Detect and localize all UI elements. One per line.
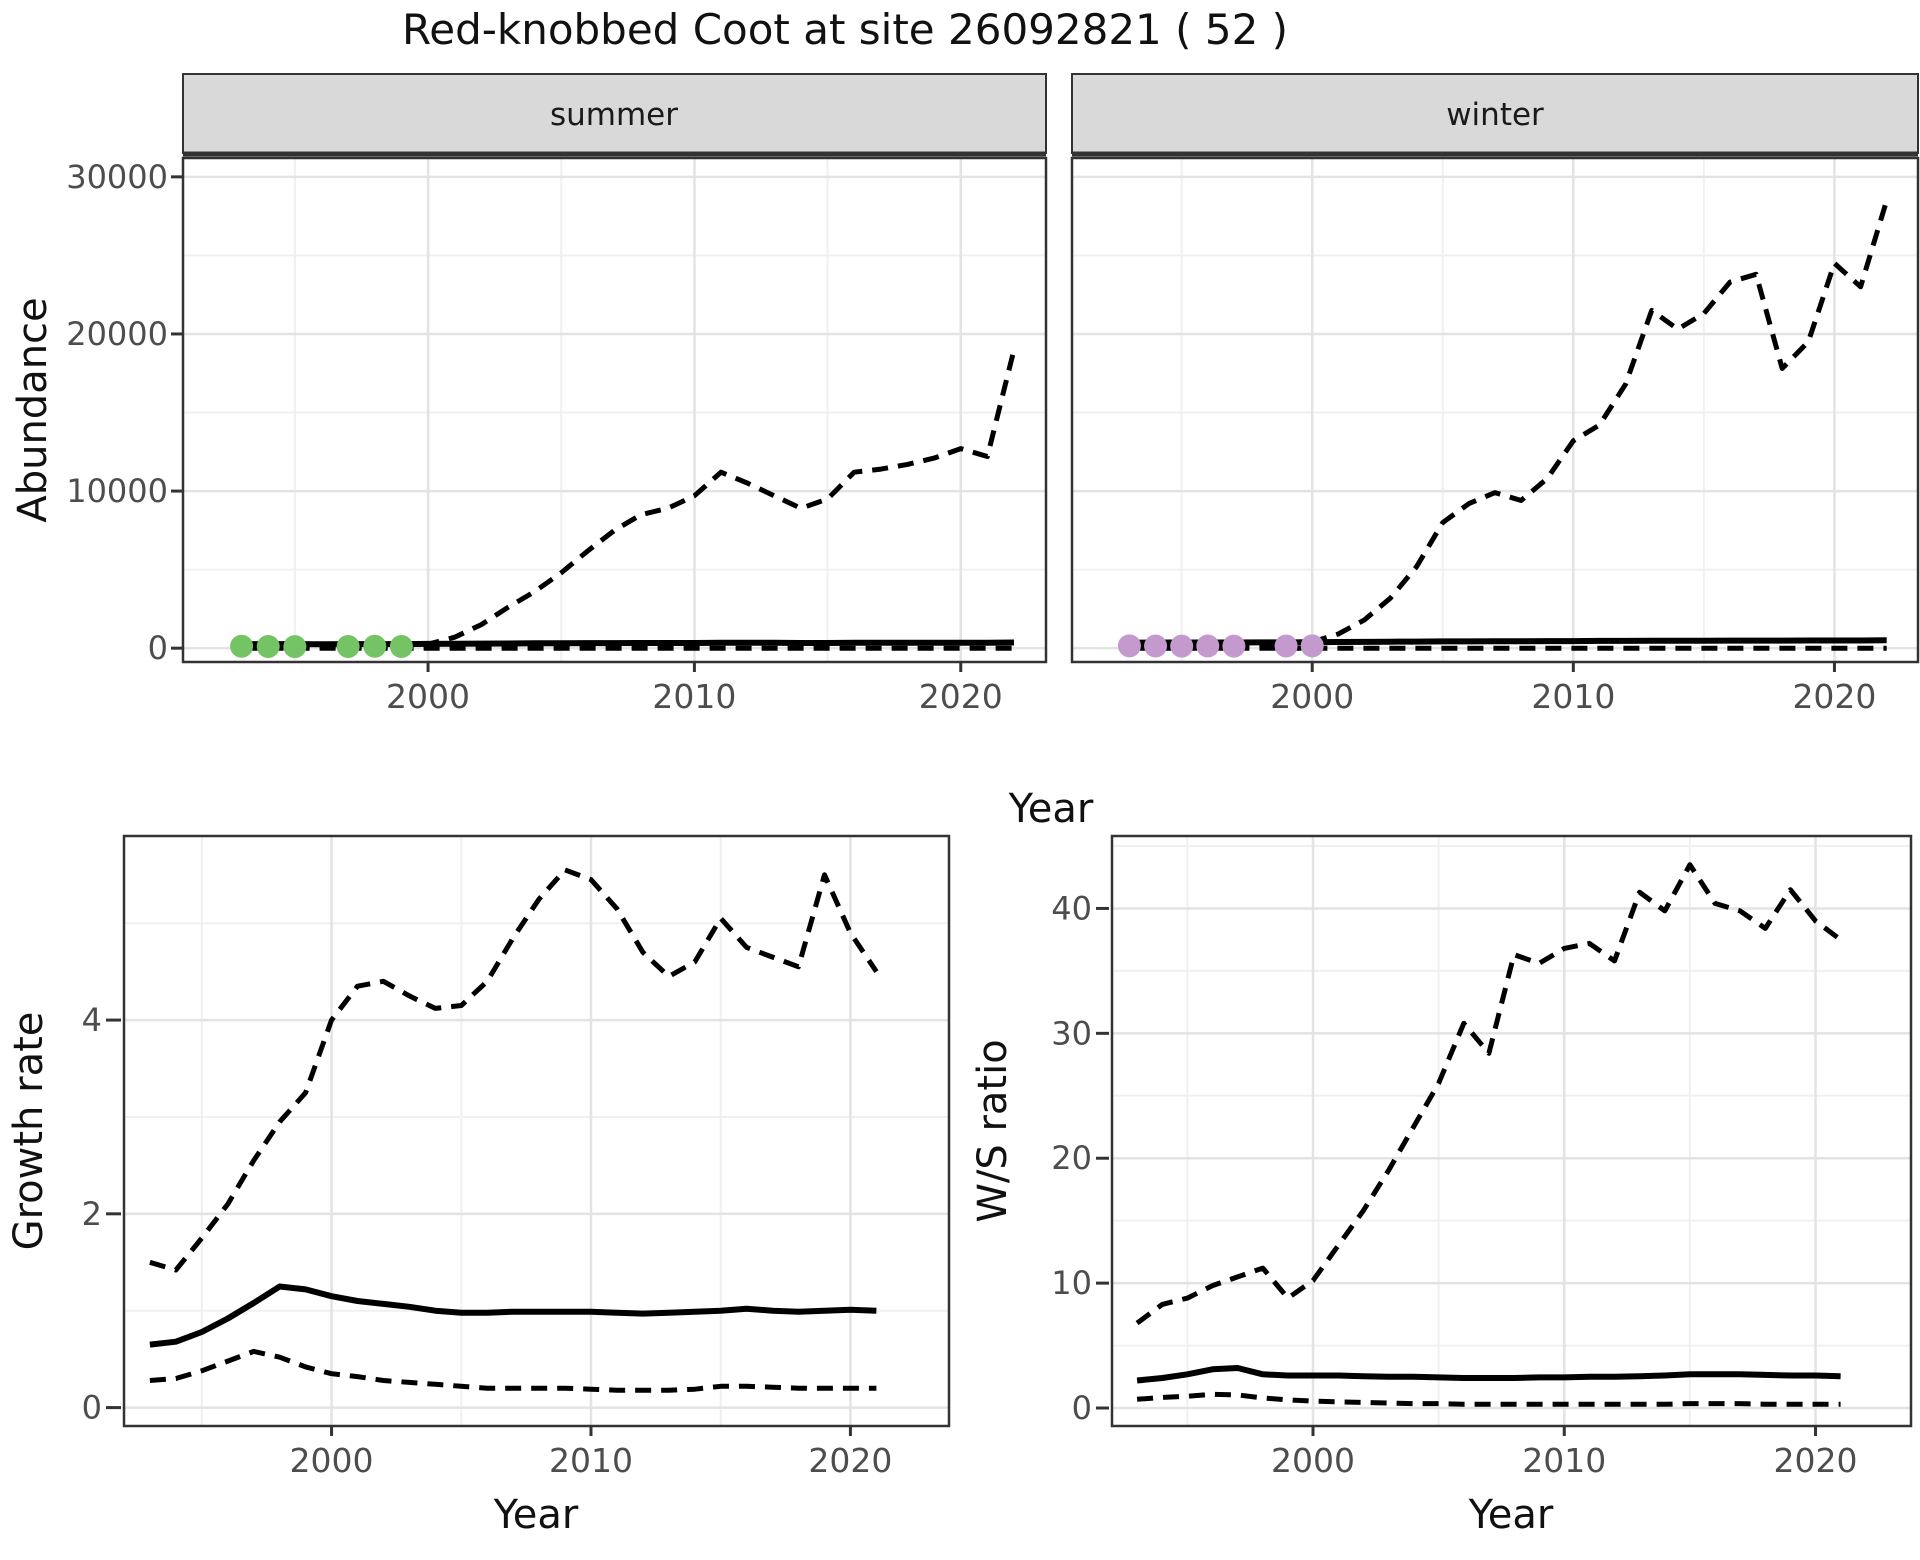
y-tick-label: 40 [1051, 889, 1092, 927]
series-estimate [1129, 637, 1887, 646]
x-tick-label: 2010 [1531, 677, 1615, 716]
panel-border [181, 156, 1048, 664]
series-upper-ci [241, 349, 1017, 649]
series-upper-ci [149, 867, 879, 1273]
observed-point [256, 634, 280, 658]
series-upper-ci [1135, 862, 1843, 1326]
x-axis-title-year-top: Year [1008, 786, 1094, 832]
observed-point [336, 634, 360, 658]
observed-point [1274, 634, 1298, 658]
series-lower-ci [149, 1348, 877, 1393]
y-tick-label: 30 [1051, 1014, 1092, 1052]
observed-point [1144, 634, 1168, 658]
panel-border [1110, 834, 1913, 1428]
observed-point [1222, 634, 1246, 658]
x-axis-title-year-bottom-left: Year [493, 1492, 579, 1538]
observed-point [1170, 634, 1194, 658]
observed-point [230, 634, 254, 658]
y-tick-label: 0 [1072, 1389, 1092, 1427]
x-tick-label: 2000 [290, 1441, 374, 1480]
y-tick-label: 10 [1051, 1264, 1092, 1302]
x-tick-label: 2010 [549, 1441, 633, 1480]
series-estimate [149, 1283, 877, 1348]
panel-ws-ratio: 2000 2010 2020 0 10 20 30 40 [1051, 834, 1913, 1480]
facet-strip-winter-label: winter [1446, 97, 1544, 133]
x-tick-label: 2010 [1522, 1441, 1606, 1480]
y-axis-title-growth-rate: Growth rate [6, 1012, 52, 1251]
x-tick-label: 2000 [1270, 677, 1354, 716]
y-tick-label: 0 [82, 1389, 102, 1427]
series-lower-ci [1136, 1391, 1841, 1407]
series-estimate [1136, 1365, 1841, 1384]
y-tick-label: 10000 [66, 472, 168, 510]
panel-border [122, 834, 951, 1428]
panel-growth-rate: 2000 2010 2020 0 2 4 [82, 834, 951, 1480]
y-axis-title-ws-ratio: W/S ratio [970, 1039, 1016, 1222]
observed-point [283, 635, 307, 659]
y-tick-label: 4 [82, 1001, 102, 1039]
series-upper-ci [1129, 199, 1890, 647]
y-tick-label: 0 [148, 629, 168, 667]
x-tick-label: 2020 [919, 677, 1003, 716]
facet-strip-winter-bg [1071, 73, 1919, 154]
panel-bg [1072, 158, 1918, 662]
panel-bg [1112, 836, 1911, 1426]
y-axis-title-abundance: Abundance [10, 297, 56, 522]
x-tick-label: 2000 [1271, 1441, 1355, 1480]
panel-border [1070, 156, 1920, 664]
y-tick-label: 30000 [66, 158, 168, 196]
observed-point [1300, 634, 1324, 658]
panel-bg [183, 158, 1046, 662]
panel-bg [124, 836, 949, 1426]
y-tick-label: 20 [1051, 1139, 1092, 1177]
observed-point [389, 634, 413, 658]
x-tick-label: 2010 [652, 677, 736, 716]
observed-point [363, 634, 387, 658]
facet-strip-winter: winter [1071, 73, 1919, 157]
x-tick-label: 2020 [1792, 677, 1876, 716]
x-axis-title-year-bottom-right: Year [1468, 1492, 1554, 1538]
facet-strip-summer-label: summer [550, 97, 678, 133]
chart-title: Red-knobbed Coot at site 26092821 ( 52 ) [402, 5, 1288, 54]
panel-abundance-winter: 2000 2010 2020 [1070, 156, 1920, 716]
x-tick-label: 2020 [1774, 1441, 1858, 1480]
observed-point [1196, 634, 1220, 658]
x-tick-label: 2020 [808, 1441, 892, 1480]
y-tick-label: 20000 [66, 315, 168, 353]
y-tick-label: 2 [82, 1195, 102, 1233]
x-tick-label: 2000 [386, 677, 470, 716]
facet-strip-summer: summer [182, 73, 1047, 157]
observed-point [1117, 634, 1141, 658]
panel-abundance-summer: 2000 2010 2020 0 10000 20000 30000 [66, 156, 1048, 716]
